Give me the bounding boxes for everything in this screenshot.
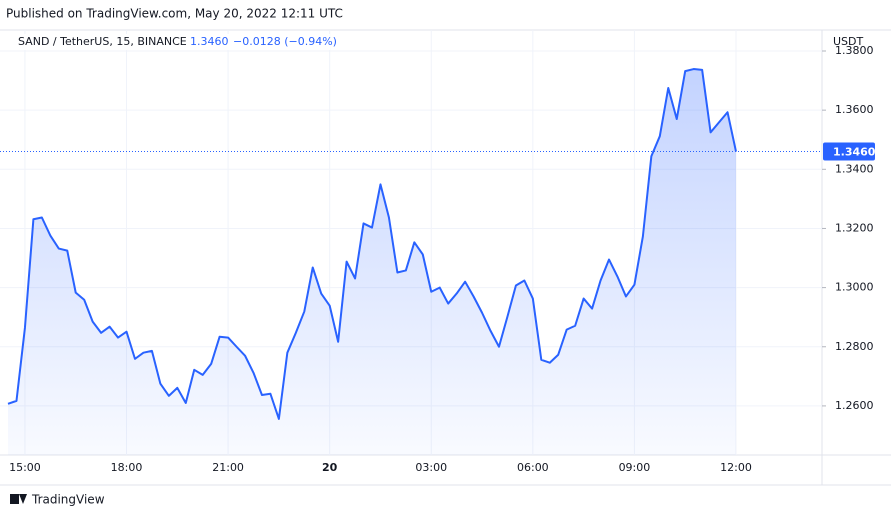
- plot: [0, 68, 822, 455]
- labels: 1.2600 1.2800 1.3000 1.3200 1.3400 1.3600 1.38…: [9, 44, 876, 474]
- x-tick-label: 20: [322, 461, 338, 474]
- currency: USDT: [833, 35, 864, 48]
- x-tick-label: 15:00: [9, 461, 41, 474]
- logo-mark: [19, 494, 27, 504]
- published-note: Published on TradingView.com, May 20, 20…: [6, 7, 343, 21]
- logo-text: TradingView: [31, 493, 105, 507]
- logo: TradingView: [10, 493, 105, 507]
- area-fill: [8, 69, 736, 455]
- legend-bg: [12, 34, 330, 50]
- x-tick-label: 06:00: [517, 461, 549, 474]
- last-price: 1.3460: [190, 35, 229, 48]
- y-tick-label: 1.2800: [835, 340, 874, 353]
- x-tick-label: 21:00: [212, 461, 244, 474]
- last-price-tag-label: 1.3460: [833, 146, 876, 159]
- y-tick-label: 1.2600: [835, 399, 874, 412]
- x-tick-label: 03:00: [415, 461, 447, 474]
- y-tick-label: 1.3600: [835, 103, 874, 116]
- logo-mark: [10, 494, 19, 504]
- y-tick-label: 1.3200: [835, 221, 874, 234]
- price-change: −0.0128 (−0.94%): [233, 35, 337, 48]
- y-tick-label: 1.3000: [835, 281, 874, 294]
- last-price-tag: [823, 142, 875, 161]
- price-line: [7, 68, 737, 420]
- symbol: SAND / TetherUS, 15, BINANCE: [18, 35, 187, 48]
- x-tick-label: 12:00: [720, 461, 752, 474]
- x-tick-label: 09:00: [619, 461, 651, 474]
- y-tick-label: 1.3400: [835, 162, 874, 175]
- y-tick-label: 1.3800: [835, 44, 874, 57]
- x-tick-label: 18:00: [111, 461, 143, 474]
